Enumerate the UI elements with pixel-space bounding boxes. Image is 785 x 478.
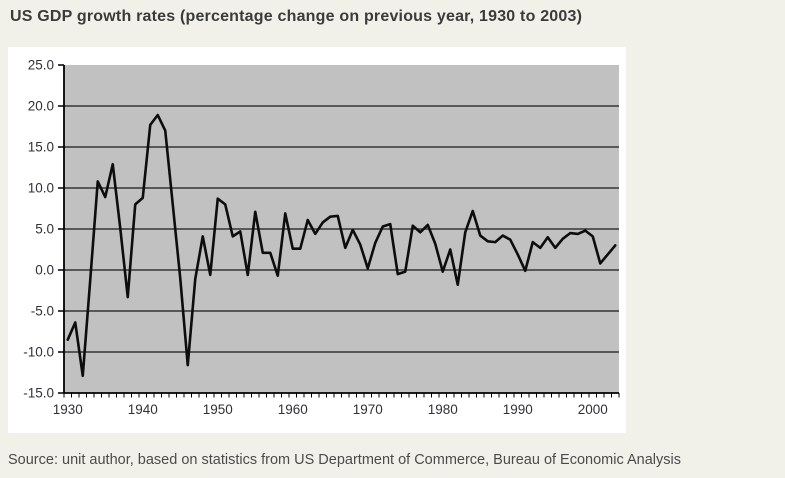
x-tick-label: 1940: [128, 402, 158, 417]
y-axis: 25.0 20.0 15.0 10.0 5.0 0.0 -5.0 -10.0 -15.0: [23, 58, 65, 401]
y-tick-label: 15.0: [28, 140, 54, 155]
x-tick-label: 1990: [503, 402, 533, 417]
x-tick-label: 2000: [578, 402, 608, 417]
gridlines: [64, 105, 619, 353]
x-tick-label: 1930: [53, 402, 83, 417]
y-tick-label: -10.0: [23, 345, 54, 360]
source-attribution: Source: unit author, based on statistics…: [8, 452, 681, 468]
x-tick-label: 1950: [203, 402, 233, 417]
chart-title: US GDP growth rates (percentage change o…: [10, 8, 583, 25]
y-tick-label: 10.0: [28, 181, 54, 196]
y-tick-label: 0.0: [35, 263, 54, 278]
y-tick-label: 5.0: [35, 222, 54, 237]
y-tick-label: 20.0: [28, 99, 54, 114]
y-tick-label: -15.0: [23, 386, 54, 401]
chart-panel: 25.0 20.0 15.0 10.0 5.0 0.0 -5.0 -10.0 -15.0 1930…: [8, 47, 626, 433]
y-tick-label: -5.0: [31, 304, 54, 319]
x-axis: 1930 1940 1950 1960 1970 1980 1990 2000: [53, 392, 620, 417]
gdp-growth-line-chart: 25.0 20.0 15.0 10.0 5.0 0.0 -5.0 -10.0 -15.01930…: [23, 58, 620, 417]
x-tick-label: 1960: [278, 402, 308, 417]
gdp-growth-series-line: [66, 113, 617, 378]
x-tick-label: 1970: [353, 402, 383, 417]
y-tick-label: 25.0: [28, 58, 54, 73]
x-tick-label: 1980: [428, 402, 458, 417]
